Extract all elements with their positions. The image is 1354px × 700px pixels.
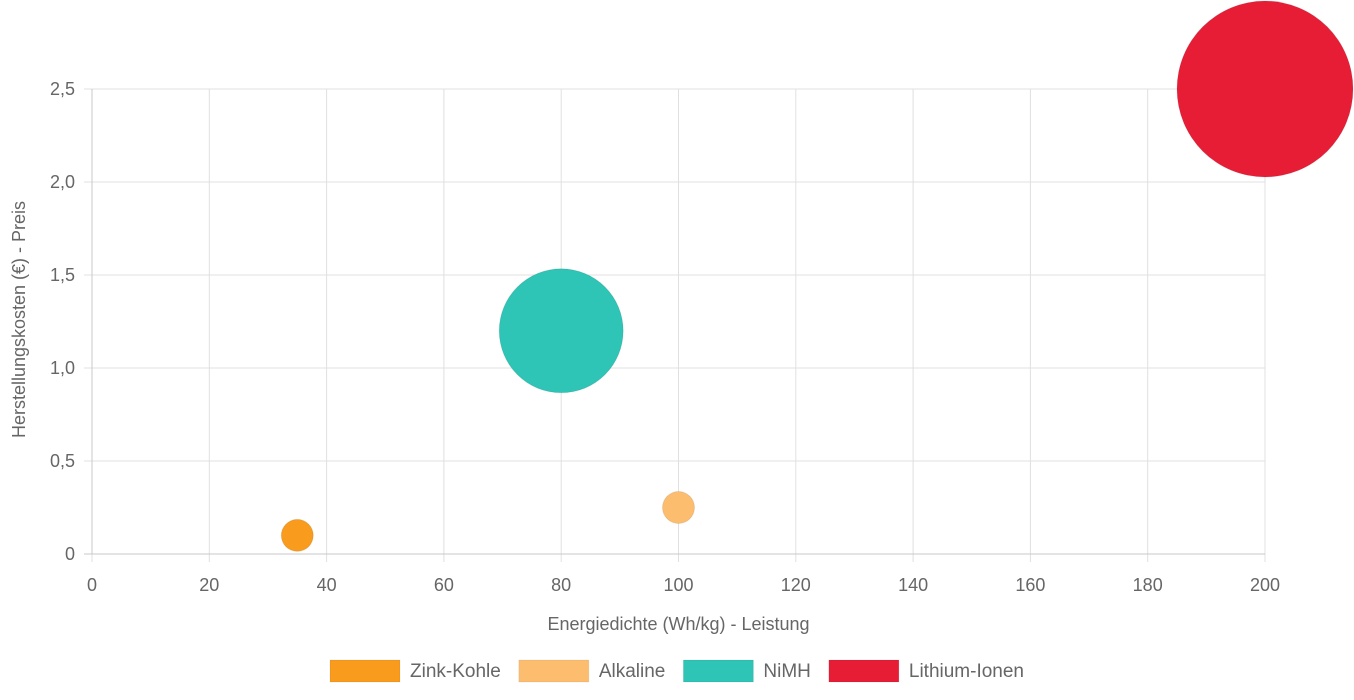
x-tick-label: 40 (317, 575, 337, 595)
legend-label: Lithium-Ionen (909, 661, 1024, 682)
y-tick-label: 2,5 (50, 79, 75, 99)
x-tick-label: 120 (781, 575, 811, 595)
x-tick-label: 0 (87, 575, 97, 595)
legend: Zink-Kohle Alkaline NiMH Lithium-Ionen (329, 659, 1024, 683)
legend-label: NiMH (763, 661, 811, 682)
x-tick-label: 180 (1133, 575, 1163, 595)
y-tick-label: 1,0 (50, 358, 75, 378)
bubble-point[interactable] (1176, 0, 1354, 178)
bubble-point[interactable] (280, 518, 314, 552)
legend-swatch[interactable] (518, 659, 590, 683)
bubbles (280, 0, 1354, 552)
x-tick-label: 100 (663, 575, 693, 595)
legend-swatch[interactable] (329, 659, 401, 683)
x-tick-label: 60 (434, 575, 454, 595)
y-tick-label: 2,0 (50, 172, 75, 192)
axes: 0 20 40 60 80 100 120 140 160 180 200 0 0,5 1,0 1,5 2,0… (50, 79, 1280, 595)
y-axis-title: Herstellungskosten (€) - Preis (9, 201, 29, 438)
y-tick-label: 0 (65, 544, 75, 564)
legend-swatch[interactable] (682, 659, 754, 683)
legend-swatch[interactable] (828, 659, 900, 683)
x-tick-label: 140 (898, 575, 928, 595)
bubble-point[interactable] (498, 268, 624, 394)
y-tick-label: 0,5 (50, 451, 75, 471)
x-tick-label: 200 (1250, 575, 1280, 595)
legend-label: Zink-Kohle (410, 661, 501, 682)
x-tick-label: 20 (199, 575, 219, 595)
bubble-point[interactable] (662, 491, 695, 524)
grid (84, 88, 1266, 562)
x-axis-title: Energiedichte (Wh/kg) - Leistung (547, 614, 809, 634)
x-tick-label: 80 (551, 575, 571, 595)
x-tick-label: 160 (1015, 575, 1045, 595)
y-tick-label: 1,5 (50, 265, 75, 285)
legend-label: Alkaline (599, 661, 666, 682)
